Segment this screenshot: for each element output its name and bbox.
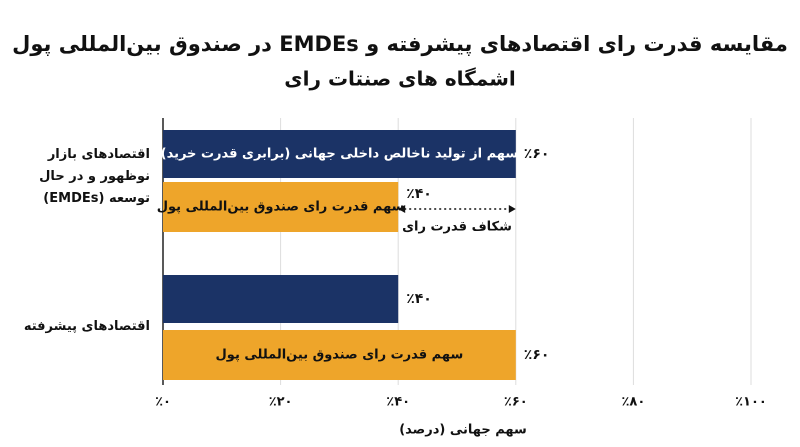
bar bbox=[163, 130, 516, 178]
bar bbox=[163, 182, 399, 232]
value-label: ٪۴۰ bbox=[406, 291, 432, 307]
category-label: اقتصادهای بازار نوظهور و در حال توسعه (E… bbox=[39, 147, 150, 206]
bar-series-label: سهم از تولید ناخالص داخلی جهانی (برابری … bbox=[161, 147, 519, 162]
arrow-head bbox=[508, 205, 516, 213]
bar bbox=[163, 330, 516, 380]
x-tick-label: ٪۲۰ bbox=[269, 395, 293, 410]
x-tick-label: ٪۴۰ bbox=[386, 395, 410, 410]
bar-series-label: سهم قدرت رای صندوق بین‌المللی پول bbox=[216, 348, 464, 363]
arrow-head bbox=[398, 205, 406, 213]
x-tick-label: ٪۱۰۰ bbox=[735, 395, 767, 410]
value-label: ٪۴۰ bbox=[406, 186, 432, 202]
x-tick-label: ٪۰ bbox=[155, 395, 171, 410]
x-axis-label: سهم جهانی (درصد) bbox=[399, 423, 527, 438]
category-label: اقتصادهای پیشرفته bbox=[23, 319, 150, 334]
x-tick-label: ٪۶۰ bbox=[504, 395, 528, 410]
chart-title: مقایسه قدرت رای اقتصادهای پیشرفته و EMDE… bbox=[12, 32, 788, 56]
chart-subtitle: اشمگاه های صنتات رای bbox=[284, 67, 515, 91]
value-label: ٪۶۰ bbox=[524, 146, 550, 162]
annotation: شکاف قدرت رای bbox=[402, 220, 512, 235]
bar-series-label: سهم قدرت رای صندوق بین‌المللی پول bbox=[157, 200, 405, 215]
bar bbox=[163, 275, 399, 323]
value-label: ٪۶۰ bbox=[524, 347, 550, 363]
x-tick-label: ٪۸۰ bbox=[621, 395, 645, 410]
